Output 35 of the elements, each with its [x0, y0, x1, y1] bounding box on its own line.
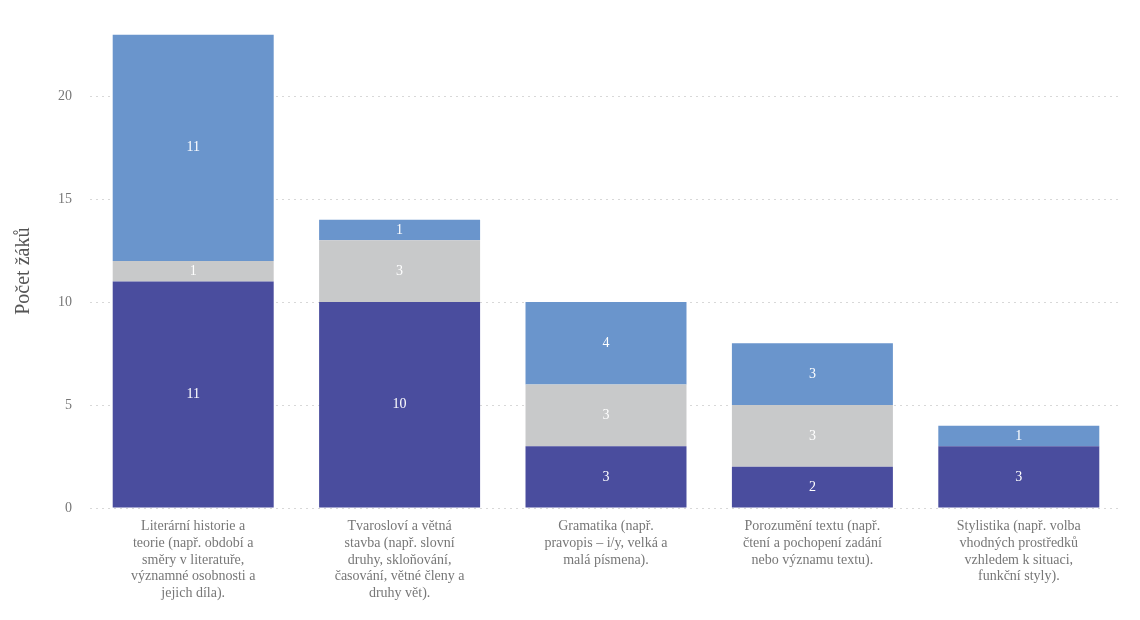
bar: [731, 405, 893, 467]
data-label: 11: [186, 386, 200, 402]
data-label: 10: [392, 396, 407, 412]
data-label: 3: [602, 468, 610, 484]
y-axis-title: Počet žáků: [11, 227, 34, 315]
data-label: 1: [1015, 427, 1023, 443]
data-label: 3: [808, 365, 816, 381]
data-label: 11: [186, 139, 200, 155]
bar: [731, 343, 893, 406]
y-tick-label: 10: [58, 293, 72, 309]
bar: [112, 260, 274, 282]
bar: [112, 281, 274, 508]
x-tick-label: Tvarosloví a větná stavba (např. slovní druhy, skloňování, časování, větné členy a druhy vět).: [334, 518, 466, 602]
bar: [319, 302, 481, 508]
bar: [525, 302, 687, 385]
y-tick-label: 15: [58, 190, 72, 206]
x-tick-label: Porozumění textu (např. čtení a pochopení zadání nebo významu textu).: [743, 518, 882, 568]
data-label: 4: [602, 334, 610, 350]
x-tick-label: Stylistika (např. volba vhodných prostředků vzhledem k situaci, funkční styly).: [956, 518, 1082, 585]
bar: [938, 446, 1100, 508]
bar: [319, 219, 481, 241]
x-tick-label: Literární historie a teorie (např. období a směry v literatuře, významné osobnosti a jejich díla).: [130, 518, 257, 602]
bar: [731, 466, 893, 508]
bar: [319, 240, 481, 303]
y-tick-label: 0: [65, 499, 72, 515]
bar: [525, 384, 687, 447]
bar: [938, 425, 1100, 447]
data-label: 2: [808, 478, 816, 494]
y-tick-label: 5: [65, 396, 72, 412]
x-tick-label: Gramatika (např. pravopis – i/y, velká a malá písmena).: [544, 518, 669, 568]
bar: [112, 34, 274, 261]
data-label: 3: [1015, 468, 1023, 484]
bar: [525, 446, 687, 508]
data-label: 1: [396, 221, 404, 237]
y-tick-label: 20: [58, 87, 72, 103]
